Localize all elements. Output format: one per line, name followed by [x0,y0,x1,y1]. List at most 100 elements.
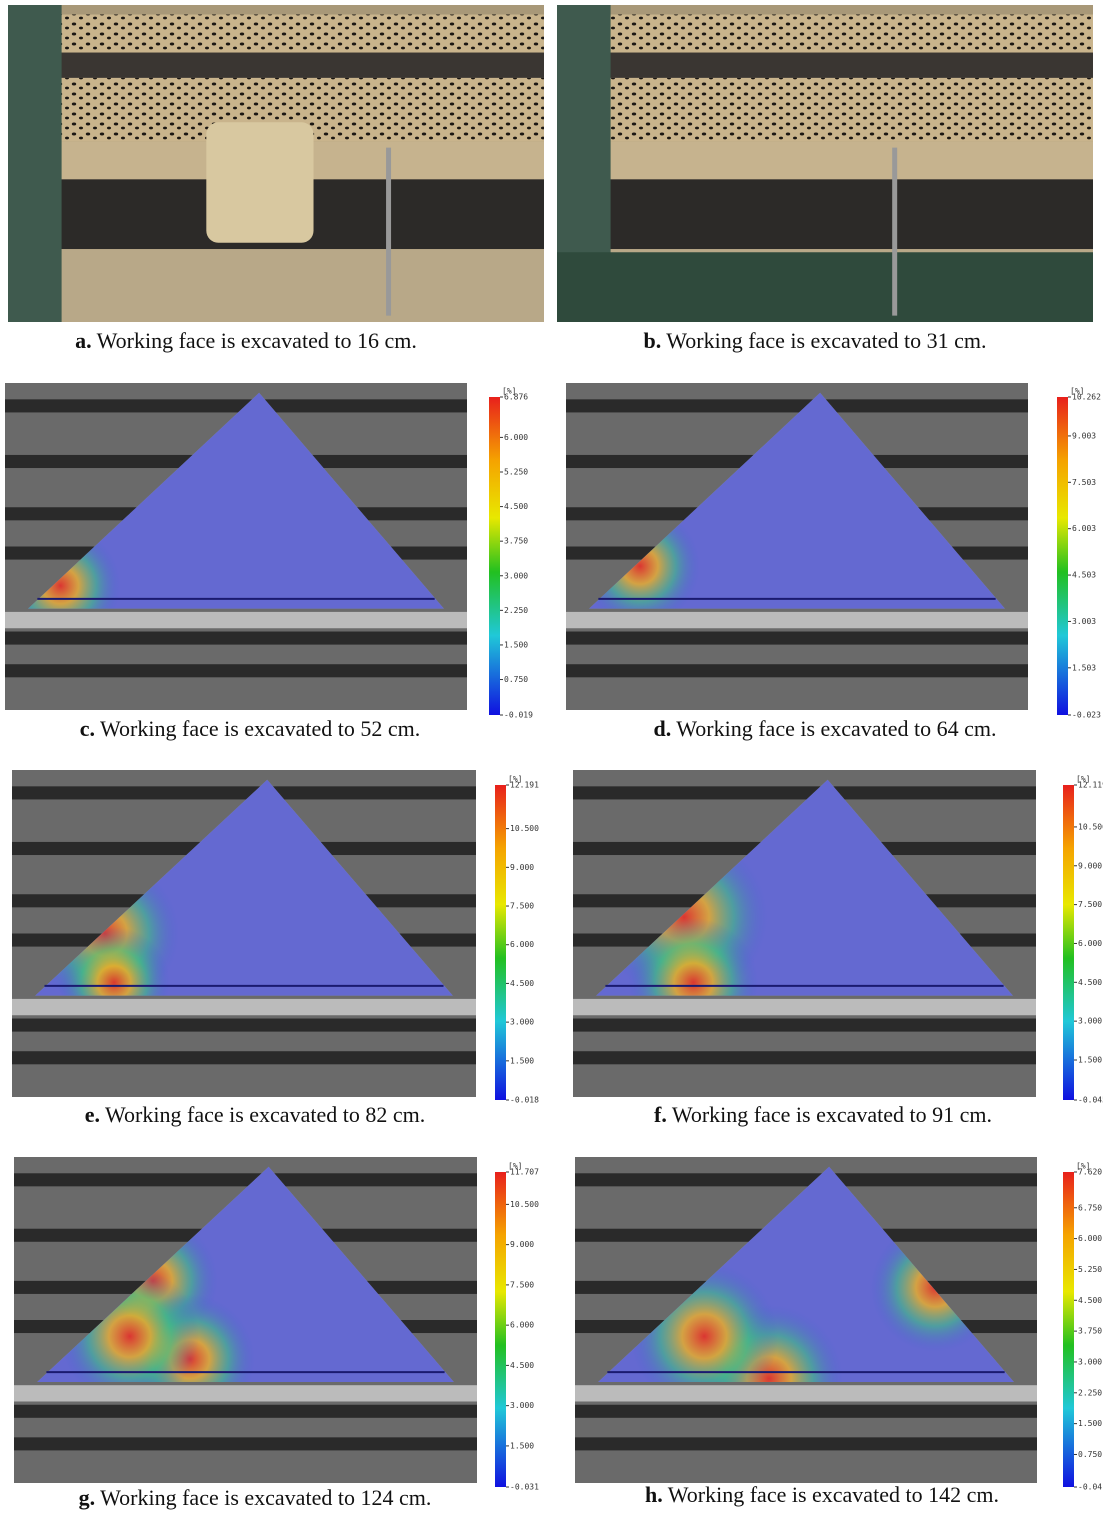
frame-beam [575,1437,1037,1450]
colorbar-tick-label: 10.262 [1072,393,1101,402]
caption-text: Working face is excavated to 82 cm. [105,1102,425,1127]
frame-beam [14,1405,477,1418]
frame-beam [573,1019,1036,1032]
panel-letter: a. [75,328,92,353]
panel: [%]6.8766.0005.2504.5003.7503.0002.2501.… [0,383,533,741]
steel-frame [557,252,1093,322]
colorbar-tick-label: 3.000 [1078,1017,1102,1026]
frame-beam [12,786,476,799]
colorbar-tick-label: 3.000 [1078,1357,1102,1366]
frame-beam [12,1019,476,1032]
caption-text: Working face is excavated to 16 cm. [97,328,417,353]
caption: g.Working face is excavated to 124 cm. [79,1485,432,1510]
panel: [%]12.11910.5009.0007.5006.0004.5003.000… [573,770,1103,1127]
frame-beam [12,1051,476,1064]
frame-beam [566,399,1028,412]
colorbar-tick-label: 10.500 [510,824,539,833]
colorbar-tick-label: 6.000 [1078,939,1102,948]
frame-beam [566,632,1028,645]
colorbar-tick-label: 2.250 [504,606,528,615]
frame-beam [573,1051,1036,1064]
caption: f.Working face is excavated to 91 cm. [654,1102,992,1127]
colorbar-tick-label: 4.500 [504,502,528,511]
colorbar-tick-label: 0.750 [504,675,528,684]
frame-beam [575,1173,1037,1186]
panel: a.Working face is excavated to 16 cm. [8,5,544,353]
frame-beam [573,786,1036,799]
rock-layer [557,179,1093,249]
panel-letter: e. [85,1102,100,1127]
colorbar-tick-label: 1.500 [510,1441,534,1450]
caption: e.Working face is excavated to 82 cm. [85,1102,425,1127]
colorbar-tick-label: 1.500 [504,640,528,649]
base-beam [573,999,1036,1015]
colorbar-tick-label: 7.500 [510,902,534,911]
steel-frame [8,5,62,322]
colorbar-tick-label: 6.000 [1078,1234,1102,1243]
colorbar-tick-label: 6.000 [510,940,534,949]
colorbar-tick-label: 1.500 [1078,1419,1102,1428]
colorbar-tick-label: 4.500 [1078,1296,1102,1305]
colorbar [489,397,500,715]
colorbar-tick-label: 5.250 [1078,1265,1102,1274]
frame-beam [14,1437,477,1450]
rock-layer [557,53,1093,78]
colorbar-tick-label: 7.503 [1072,478,1096,487]
frame-beam [575,1405,1037,1418]
colorbar-tick-label: 6.003 [1072,524,1096,533]
colorbar-tick-label: -0.023 [1072,711,1101,720]
frame-beam [5,399,467,412]
colorbar-tick-label: -0.041 [1078,1483,1103,1492]
panel: b.Working face is excavated to 31 cm. [557,5,1093,353]
colorbar-tick-label: -0.045 [1078,1096,1103,1105]
colorbar-tick-label: 7.500 [1078,900,1102,909]
panel-letter: h. [645,1482,663,1507]
excavation [206,122,313,242]
caption-text: Working face is excavated to 91 cm. [672,1102,992,1127]
colorbar-tick-label: 3.003 [1072,617,1096,626]
base-beam [566,612,1028,628]
colorbar-tick-label: 3.000 [504,571,528,580]
colorbar-tick-label: -0.019 [504,711,533,720]
caption-text: Working face is excavated to 64 cm. [676,716,996,741]
colorbar-tick-label: 10.500 [1078,822,1103,831]
colorbar-tick-label: 4.500 [510,1361,534,1370]
frame-beam [566,664,1028,677]
rock-layer [8,53,544,78]
panel: [%]7.6206.7506.0005.2504.5003.7503.0002.… [575,1157,1103,1507]
colorbar-tick-label: 3.750 [1078,1327,1102,1336]
base-beam [14,1385,477,1401]
colorbar-tick-label: 10.500 [510,1200,539,1209]
panel-letter: g. [79,1485,96,1510]
panel-letter: c. [80,716,95,741]
base-beam [575,1385,1037,1401]
colorbar-tick-label: -0.031 [510,1483,539,1492]
panel-letter: d. [654,716,672,741]
colorbar-tick-label: 3.000 [510,1018,534,1027]
panel-letter: f. [654,1102,667,1127]
colorbar-tick-label: 7.500 [510,1280,534,1289]
colorbar-tick-label: 6.000 [510,1321,534,1330]
figure: a.Working face is excavated to 16 cm. b.W… [0,0,1103,1513]
colorbar-tick-label: 4.500 [510,979,534,988]
colorbar [1063,1172,1074,1487]
colorbar-tick-label: 9.000 [1078,861,1102,870]
colorbar-tick-label: 1.500 [1078,1055,1102,1064]
frame-beam [5,632,467,645]
frame-beam [14,1173,477,1186]
frame-beam [5,664,467,677]
colorbar-tick-label: 6.750 [1078,1203,1102,1212]
colorbar-tick-label: 6.000 [504,433,528,442]
colorbar-tick-label: 12.191 [510,781,539,790]
panel: [%]11.70710.5009.0007.5006.0004.5003.000… [14,1157,539,1510]
caption: d.Working face is excavated to 64 cm. [654,716,997,741]
colorbar-tick-label: 5.250 [504,467,528,476]
colorbar-tick-label: 9.003 [1072,431,1096,440]
rock-layer [557,15,1093,53]
colorbar-tick-label: 4.503 [1072,571,1096,580]
colorbar-tick-label: 1.500 [510,1056,534,1065]
colorbar [495,785,506,1100]
colorbar [1057,397,1068,715]
colorbar-tick-label: 6.876 [504,393,528,402]
caption: b.Working face is excavated to 31 cm. [644,328,987,353]
